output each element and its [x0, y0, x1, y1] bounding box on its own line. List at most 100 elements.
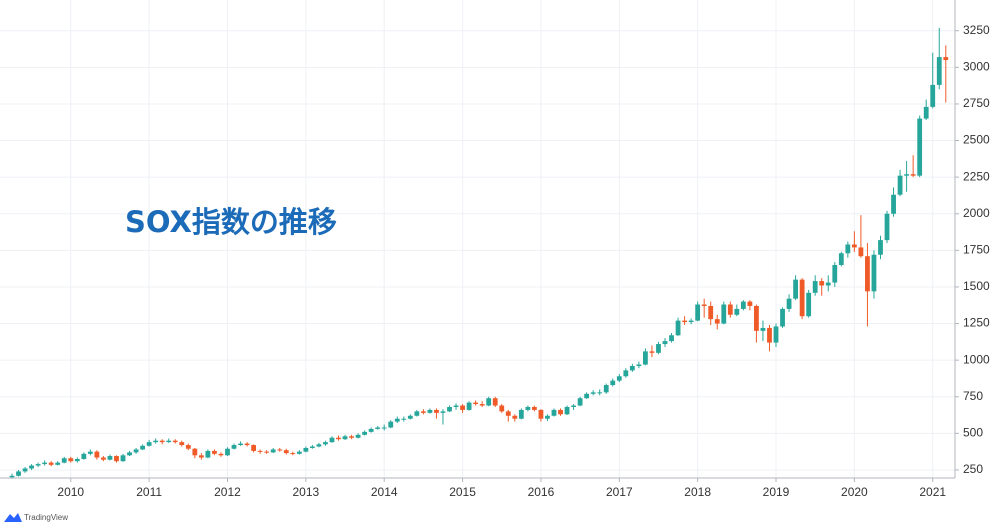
candle-body: [166, 440, 172, 443]
y-tick-label: 1750: [963, 243, 990, 257]
candle-body: [923, 106, 929, 119]
candle-body: [394, 418, 400, 422]
y-tick-label: 500: [963, 426, 983, 440]
candle-body: [283, 450, 289, 454]
candle-body: [629, 366, 635, 371]
candle-body: [538, 409, 544, 419]
candle-body: [793, 279, 798, 299]
candle-body: [479, 404, 485, 406]
candle-body: [9, 475, 15, 478]
candle-body: [342, 436, 348, 440]
candle-body: [179, 442, 185, 446]
candle-body: [466, 402, 472, 410]
candle-body: [505, 411, 511, 416]
candle-body: [838, 253, 844, 265]
candle-body: [48, 462, 54, 465]
y-tick-label: 250: [963, 462, 983, 476]
candle-body: [407, 415, 413, 419]
candle-body: [296, 451, 302, 454]
candle-body: [845, 244, 851, 254]
candle-body: [251, 445, 257, 451]
candle-body: [55, 462, 61, 465]
candle-body: [316, 444, 322, 447]
candles: [9, 27, 949, 479]
candle-body: [597, 392, 603, 394]
candle-body: [917, 118, 923, 176]
candle-body: [460, 405, 465, 410]
candle-body: [270, 449, 276, 453]
candle-body: [767, 327, 772, 343]
x-tick-label: 2011: [136, 485, 162, 499]
candle-body: [492, 398, 498, 406]
candle-body: [727, 304, 733, 315]
candle-body: [819, 281, 825, 286]
candle-body: [623, 370, 629, 377]
candle-body: [427, 409, 433, 413]
y-tick-label: 1250: [963, 316, 990, 330]
x-tick-label: 2020: [841, 485, 868, 499]
candle-body: [780, 308, 785, 327]
candle-body: [695, 304, 701, 321]
candle-body: [231, 445, 237, 449]
y-tick-label: 1000: [963, 352, 990, 366]
candle-body: [453, 405, 459, 407]
candle-body: [225, 448, 230, 456]
x-tick-label: 2010: [57, 485, 84, 499]
candle-body: [643, 351, 648, 365]
candle-body: [669, 335, 674, 342]
candle-body: [721, 304, 727, 324]
candle-body: [375, 427, 381, 429]
candle-body: [904, 174, 910, 176]
candle-body: [264, 451, 270, 453]
candle-body: [590, 392, 596, 394]
candle-body: [323, 442, 328, 445]
x-tick-label: 2012: [214, 485, 241, 499]
candle-body: [192, 448, 198, 456]
candle-body: [714, 319, 720, 324]
candle-body: [545, 415, 550, 419]
watermark-logo: [4, 513, 22, 522]
candle-body: [473, 402, 479, 405]
candle-body: [401, 418, 407, 420]
candle-body: [832, 264, 838, 283]
candle-body: [127, 452, 132, 456]
candle-body: [107, 456, 113, 460]
candle-body: [420, 411, 426, 413]
candle-body: [858, 247, 864, 257]
candle-body: [16, 471, 21, 476]
candle-body: [185, 445, 191, 449]
chart-title: SOX指数の推移: [125, 205, 337, 239]
candle-body: [806, 292, 812, 317]
candle-body: [740, 301, 746, 309]
candle-body: [349, 436, 354, 438]
candle-body: [257, 450, 263, 452]
candle-body: [851, 244, 857, 248]
candle-body: [68, 458, 74, 462]
candle-body: [525, 406, 531, 410]
candle-body: [786, 298, 792, 309]
candle-body: [649, 351, 655, 353]
candle-body: [61, 458, 67, 463]
candle-body: [884, 213, 890, 241]
candle-body: [675, 320, 681, 336]
y-tick-label: 750: [963, 389, 983, 403]
x-tick-label: 2017: [606, 485, 633, 499]
candle-body: [930, 84, 936, 107]
candle-body: [512, 415, 518, 419]
y-tick-label: 3000: [963, 60, 990, 74]
candle-body: [688, 320, 694, 323]
candle-body: [212, 450, 217, 454]
candle-body: [309, 446, 315, 448]
candle-body: [734, 308, 740, 315]
candle-body: [22, 468, 28, 472]
x-tick-label: 2015: [449, 485, 476, 499]
candle-body: [760, 327, 766, 331]
candle-body: [682, 320, 687, 323]
candle-body: [218, 453, 224, 456]
candle-body: [238, 443, 243, 446]
candle-body: [133, 449, 139, 453]
candle-body: [303, 447, 309, 452]
candle-body: [368, 428, 374, 432]
candle-body: [799, 279, 805, 317]
